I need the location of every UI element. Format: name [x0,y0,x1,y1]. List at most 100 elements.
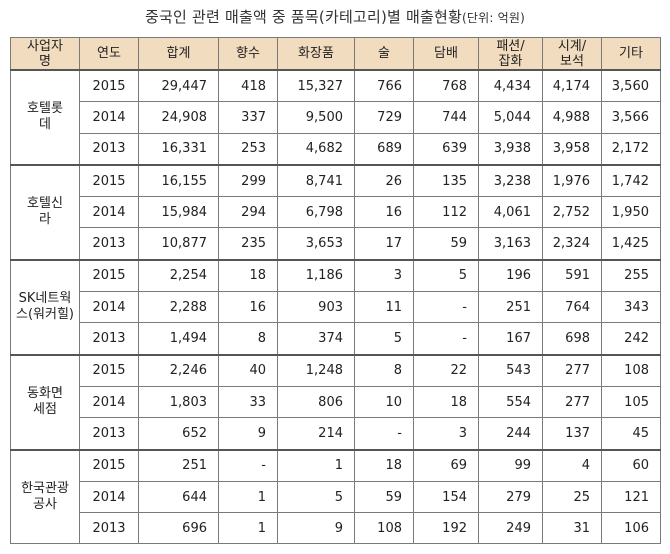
value-cell-watch-jewelry: 277 [542,353,602,387]
value-cell-liquor: 10 [354,385,414,419]
company-name-sk-networks: SK네트웍스(워커힐) [10,258,80,356]
value-cell-cosmetics: 214 [277,417,355,451]
value-cell-cosmetics: 3,653 [277,227,355,261]
value-cell-fashion: 99 [478,448,543,482]
value-cell-cosmetics: 8,741 [277,163,355,198]
value-cell-cosmetics: 5 [277,480,355,514]
value-cell-tobacco: 22 [413,353,479,387]
table-row: 한국관광공사 2015 251-1 18 69 99 4 60 [10,448,661,545]
value-cell-liquor: 689 [354,132,414,166]
value-cell-cosmetics: 1 [277,448,355,482]
year-cell: 2013 [79,417,139,451]
value-cell-total: 29,447 [138,69,219,103]
header-cell-company: 사업자명 [10,37,80,71]
value-cell-cosmetics: 1,248 [277,353,355,387]
value-cell-liquor: 8 [354,353,414,387]
value-cell-cosmetics: 806 [277,385,355,419]
value-cell-tobacco: 59 [413,227,479,261]
sales-table: 사업자명 연도 합계 향수 화장품 술 담배 패션/잡화 시계/보석 기타 호텔… [10,37,661,545]
value-cell-total: 16,155 [138,163,219,198]
value-cell-cosmetics: 6,798 [277,196,355,229]
value-cell-tobacco: 639 [413,132,479,166]
table-row: 2014 24,908 337 9,500 729 744 5,044 4,988 3,566 [11,101,661,134]
value-cell-watch-jewelry: 764 [542,291,602,324]
value-cell-fashion: 251 [478,291,543,324]
year-cell: 2015 [79,448,139,482]
table-row: 호텔신라 2015 16,155 299 8,741 26 135 3,238 1,976 1,7… [10,163,661,261]
unit-label: (단위: 억원) [461,11,525,25]
year-cell: 2014 [79,101,139,134]
table-row: 2014 15,984 294 6,798 16 112 4,061 2,752 1,950 [11,196,661,229]
value-cell-perfume: 18 [218,258,278,293]
company-name-donghwa: 동화면세점 [10,353,80,451]
value-cell-fashion: 167 [478,322,543,356]
value-cell-total: 1,803 [138,385,219,419]
table-row: 2014 644 1 5 59 154 279 25 121 [11,480,661,514]
value-cell-perfume: 253 [218,132,278,166]
value-cell-perfume: - [218,448,278,482]
year-cell: 2014 [79,196,139,229]
value-cell-other: 45 [601,417,661,451]
value-cell-fashion: 4,061 [478,196,543,229]
value-cell-other: 106 [601,512,661,545]
value-cell-liquor: - [354,417,414,451]
value-cell-other: 121 [601,480,661,514]
value-cell-tobacco: 154 [413,480,479,514]
value-cell-cosmetics: 1,186 [277,258,355,293]
year-cell: 2014 [79,385,139,419]
value-cell-total: 2,246 [138,353,219,387]
value-cell-perfume: 299 [218,163,278,198]
table-title: 중국인 관련 매출액 중 품목(카테고리)별 매출현황(단위: 억원) [0,6,670,29]
year-cell: 2015 [79,163,139,198]
company-name-kto: 한국관광공사 [10,448,80,545]
table-row: 2014 2,288 16 903 11-251 764 343 [11,291,661,324]
value-cell-watch-jewelry: 2,324 [542,227,602,261]
value-cell-tobacco: 768 [413,69,479,103]
value-cell-watch-jewelry: 3,958 [542,132,602,166]
value-cell-fashion: 3,238 [478,163,543,198]
table-row: 2014 1,803 33 806 10 18 554 277 105 [11,385,661,419]
value-cell-fashion: 244 [478,417,543,451]
header-cell-year: 연도 [79,37,139,71]
value-cell-cosmetics: 374 [277,322,355,356]
header-cell-tobacco: 담배 [413,37,479,71]
table-row: SK네트웍스(워커힐) 2015 2,254 18 1,186 3 5 196 591 255 [10,258,661,356]
value-cell-liquor: 11 [354,291,414,324]
value-cell-liquor: 108 [354,512,414,545]
value-cell-fashion: 249 [478,512,543,545]
value-cell-watch-jewelry: 591 [542,258,602,293]
header-cell-other: 기타 [601,37,661,71]
value-cell-tobacco: 3 [413,417,479,451]
value-cell-total: 24,908 [138,101,219,134]
value-cell-liquor: 5 [354,322,414,356]
value-cell-liquor: 3 [354,258,414,293]
value-cell-other: 1,425 [601,227,661,261]
value-cell-watch-jewelry: 4,174 [542,69,602,103]
header-cell-total: 합계 [138,37,219,71]
value-cell-other: 242 [601,322,661,356]
header-row: 사업자명 연도 합계 향수 화장품 술 담배 패션/잡화 시계/보석 기타 [10,37,661,71]
value-cell-fashion: 196 [478,258,543,293]
value-cell-perfume: 294 [218,196,278,229]
value-cell-other: 3,560 [601,69,661,103]
table-row: 호텔롯데 2015 29,447 418 15,327 766 768 4,434 4,174 3… [10,69,661,166]
value-cell-perfume: 8 [218,322,278,356]
value-cell-fashion: 3,163 [478,227,543,261]
value-cell-other: 105 [601,385,661,419]
value-cell-other: 1,950 [601,196,661,229]
value-cell-cosmetics: 9,500 [277,101,355,134]
value-cell-liquor: 17 [354,227,414,261]
value-cell-other: 60 [601,448,661,482]
value-cell-watch-jewelry: 1,976 [542,163,602,198]
year-cell: 2013 [79,322,139,356]
table-row: 2013 10,877 235 3,653 17 59 3,163 2,324 1,425 [11,227,661,261]
value-cell-other: 108 [601,353,661,387]
value-cell-total: 15,984 [138,196,219,229]
value-cell-fashion: 279 [478,480,543,514]
table-row: 동화면세점 2015 2,246 40 1,248 8 22 543 277 108 [10,353,661,451]
header-cell-fashion: 패션/잡화 [478,37,543,71]
value-cell-liquor: 59 [354,480,414,514]
value-cell-cosmetics: 9 [277,512,355,545]
value-cell-cosmetics: 4,682 [277,132,355,166]
